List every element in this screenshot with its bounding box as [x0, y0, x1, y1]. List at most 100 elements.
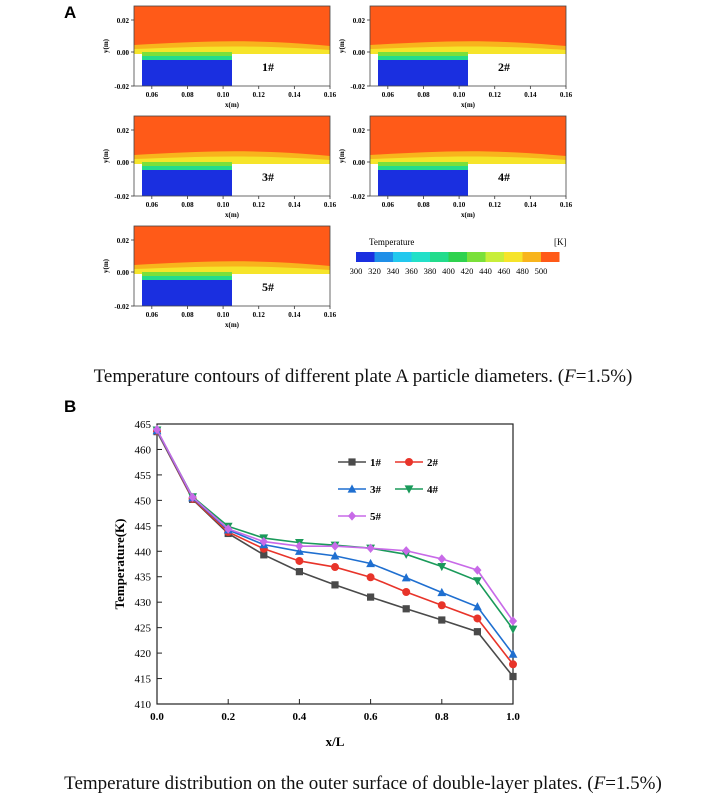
legend-label: 5# — [370, 511, 382, 523]
colorbar-tick-label: 360 — [405, 266, 418, 276]
y-axis-label: y(m) — [102, 38, 110, 53]
x-tick-label: 0.12 — [253, 91, 266, 99]
x-tick-label: 0.14 — [524, 91, 537, 99]
x-axis-label: x(m) — [461, 211, 476, 219]
data-point — [473, 602, 482, 611]
data-point — [401, 573, 411, 582]
colorbar-tick-label: 420 — [461, 266, 474, 276]
y-tick-label: 440 — [135, 546, 152, 558]
panel-b-caption: Temperature distribution on the outer su… — [0, 773, 726, 795]
colorbar-tick-label: 460 — [498, 266, 511, 276]
legend-marker — [405, 458, 413, 466]
y-tick-label: -0.02 — [114, 83, 129, 91]
y-tick-label: 435 — [135, 572, 152, 584]
x-tick-label: 0.14 — [288, 311, 301, 319]
x-tick-label: 0.06 — [382, 201, 395, 209]
x-tick-label: 0.10 — [453, 201, 466, 209]
colorbar-tick-label: 340 — [387, 266, 400, 276]
y-tick-label: 460 — [135, 444, 152, 456]
series-5-hash — [152, 425, 518, 626]
x-axis-label: x(m) — [461, 101, 476, 109]
data-point — [437, 562, 447, 572]
plate-cold-region — [142, 60, 232, 86]
y-tick-label: 0.02 — [117, 237, 130, 245]
data-point — [437, 587, 447, 597]
data-point — [509, 660, 517, 669]
x-tick-label: 0.14 — [524, 201, 537, 209]
legend-label: 1# — [370, 457, 382, 469]
panel-b-caption-var: F — [593, 773, 606, 794]
data-point — [295, 568, 303, 576]
data-point — [402, 605, 410, 613]
y-tick-label: 0.00 — [353, 159, 366, 167]
data-point — [473, 628, 481, 636]
data-point — [330, 541, 340, 551]
colorbar-cell — [393, 252, 412, 262]
series-line — [156, 429, 514, 622]
y-tick-label: 415 — [135, 674, 152, 686]
colorbar-tick-label: 300 — [350, 266, 363, 276]
case-label: 2# — [498, 60, 510, 74]
chart-axes: 410 415 420 425 430 435 440 445 450 455 460 465 0.0 0… — [112, 419, 520, 749]
colorbar-tick-label: 320 — [368, 266, 381, 276]
data-point — [473, 565, 482, 575]
y-tick-label: 430 — [135, 597, 152, 609]
data-point — [224, 524, 233, 534]
plot-frame — [133, 115, 331, 197]
colorbar-tick-label: 480 — [516, 266, 529, 276]
plate-top-layer — [378, 162, 468, 166]
y-tick-label: -0.02 — [350, 193, 365, 201]
y-tick-label: 410 — [135, 699, 152, 711]
data-point — [402, 588, 411, 596]
plate-mid-layer — [378, 166, 468, 170]
y-axis-label: y(m) — [102, 148, 110, 163]
data-point — [331, 563, 339, 572]
data-point — [437, 554, 446, 564]
y-axis-label: y(m) — [102, 258, 110, 273]
contour-plot: 2# 0.02 0.00 -0.02 0.06 0.08 0.10 0.12 0.14 0.16 x… — [338, 5, 573, 109]
case-label: 4# — [498, 170, 510, 184]
x-tick-label: 0.2 — [221, 711, 235, 723]
contour-plots: 1# 0.02 0.00 -0.02 0.06 0.08 0.10 0.12 0.14 0.16 x… — [102, 5, 573, 329]
x-tick-label: 0.06 — [146, 91, 159, 99]
x-tick-label: 0.16 — [324, 311, 337, 319]
y-tick-label: 0.00 — [117, 159, 130, 167]
data-point — [366, 573, 375, 582]
data-point — [437, 601, 446, 610]
colorbar-cell — [430, 252, 449, 262]
chart-legend: 1# 2# 3# 4# 5# — [338, 457, 439, 523]
y-tick-label: 455 — [135, 470, 152, 482]
panel-a-caption: Temperature contours of different plate … — [0, 366, 726, 388]
legend-marker — [404, 485, 414, 494]
x-tick-label: 0.16 — [560, 201, 573, 209]
x-tick-label: 0.12 — [253, 201, 266, 209]
y-tick-label: 445 — [135, 521, 152, 533]
plate-mid-layer — [142, 276, 232, 280]
colorbar-cell — [541, 252, 560, 262]
y-axis-label: y(m) — [338, 148, 346, 163]
plot-frame — [133, 5, 331, 87]
x-axis-label: x/L — [326, 734, 345, 749]
colorbar-cell — [374, 252, 393, 262]
panel-a-caption-var: F — [564, 366, 576, 387]
temperature-colorbar: Temperature [K] 300 320 340 360 380 400 420 440… — [350, 237, 567, 276]
panel-b-line-chart: B 410 415 420 425 430 435 440 445 450 455 460 465 0.… — [64, 397, 520, 749]
plate-mid-layer — [378, 56, 468, 60]
y-tick-label: 0.02 — [353, 17, 366, 25]
x-tick-label: 0.08 — [181, 201, 194, 209]
panel-a-caption-main: Temperature contours of different plate … — [93, 366, 565, 387]
legend-marker — [347, 484, 357, 493]
data-point — [331, 581, 339, 589]
y-tick-label: -0.02 — [114, 303, 129, 311]
colorbar-unit: [K] — [554, 237, 567, 247]
data-point — [508, 649, 518, 658]
y-tick-label: 0.02 — [117, 127, 130, 135]
y-tick-label: 425 — [135, 623, 152, 635]
plate-mid-layer — [142, 56, 232, 60]
colorbar-title: Temperature — [369, 237, 414, 247]
legend-entry: 4# — [395, 484, 439, 496]
x-tick-label: 0.08 — [181, 311, 194, 319]
x-tick-label: 0.06 — [146, 311, 159, 319]
colorbar-cell — [485, 252, 504, 262]
x-tick-label: 0.10 — [217, 311, 230, 319]
